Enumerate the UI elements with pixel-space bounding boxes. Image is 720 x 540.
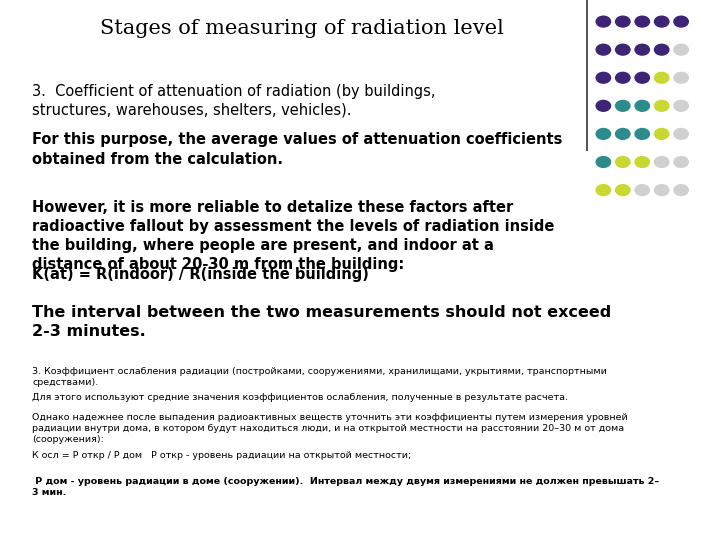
Circle shape bbox=[674, 129, 688, 139]
Circle shape bbox=[635, 157, 649, 167]
Circle shape bbox=[596, 157, 611, 167]
Circle shape bbox=[596, 185, 611, 195]
Circle shape bbox=[616, 129, 630, 139]
Circle shape bbox=[674, 100, 688, 111]
Circle shape bbox=[635, 185, 649, 195]
Circle shape bbox=[616, 157, 630, 167]
Circle shape bbox=[596, 72, 611, 83]
Circle shape bbox=[596, 129, 611, 139]
Text: Stages of measuring of radiation level: Stages of measuring of radiation level bbox=[101, 19, 504, 38]
Circle shape bbox=[674, 44, 688, 55]
Text: K(at) = R(indoor) / R(inside the building): K(at) = R(indoor) / R(inside the buildin… bbox=[32, 267, 369, 282]
Circle shape bbox=[654, 72, 669, 83]
Circle shape bbox=[635, 100, 649, 111]
Circle shape bbox=[616, 72, 630, 83]
Circle shape bbox=[674, 157, 688, 167]
Circle shape bbox=[635, 44, 649, 55]
Text: Р дом - уровень радиации в доме (сооружении).  Интервал между двумя измерениями : Р дом - уровень радиации в доме (сооруже… bbox=[32, 477, 660, 497]
Circle shape bbox=[654, 16, 669, 27]
Circle shape bbox=[616, 16, 630, 27]
Circle shape bbox=[674, 185, 688, 195]
Circle shape bbox=[596, 16, 611, 27]
Circle shape bbox=[674, 16, 688, 27]
Circle shape bbox=[654, 129, 669, 139]
Circle shape bbox=[654, 100, 669, 111]
Text: However, it is more reliable to detalize these factors after
radioactive fallout: However, it is more reliable to detalize… bbox=[32, 200, 555, 272]
Circle shape bbox=[654, 44, 669, 55]
Circle shape bbox=[616, 44, 630, 55]
Text: The interval between the two measurements should not exceed
2-3 minutes.: The interval between the two measurement… bbox=[32, 305, 612, 339]
Circle shape bbox=[596, 100, 611, 111]
Circle shape bbox=[654, 157, 669, 167]
Circle shape bbox=[616, 100, 630, 111]
Circle shape bbox=[596, 44, 611, 55]
Circle shape bbox=[616, 185, 630, 195]
Text: 3.  Coefficient of attenuation of radiation (by buildings,
structures, warehouse: 3. Coefficient of attenuation of radiati… bbox=[32, 84, 436, 118]
Circle shape bbox=[635, 16, 649, 27]
Circle shape bbox=[635, 129, 649, 139]
Text: Для этого используют средние значения коэффициентов ослабления, полученные в рез: Для этого используют средние значения ко… bbox=[32, 393, 568, 402]
Text: К осл = Р откр / Р дом   Р откр - уровень радиации на открытой местности;: К осл = Р откр / Р дом Р откр - уровень … bbox=[32, 451, 412, 460]
Text: Однако надежнее после выпадения радиоактивных веществ уточнить эти коэффициенты : Однако надежнее после выпадения радиоакт… bbox=[32, 413, 628, 444]
Text: 3. Коэффициент ослабления радиации (постройками, сооружениями, хранилищами, укры: 3. Коэффициент ослабления радиации (пост… bbox=[32, 367, 607, 387]
Circle shape bbox=[674, 72, 688, 83]
Circle shape bbox=[635, 72, 649, 83]
Text: For this purpose, the average values of attenuation coefficients
obtained from t: For this purpose, the average values of … bbox=[32, 132, 563, 166]
Circle shape bbox=[654, 185, 669, 195]
